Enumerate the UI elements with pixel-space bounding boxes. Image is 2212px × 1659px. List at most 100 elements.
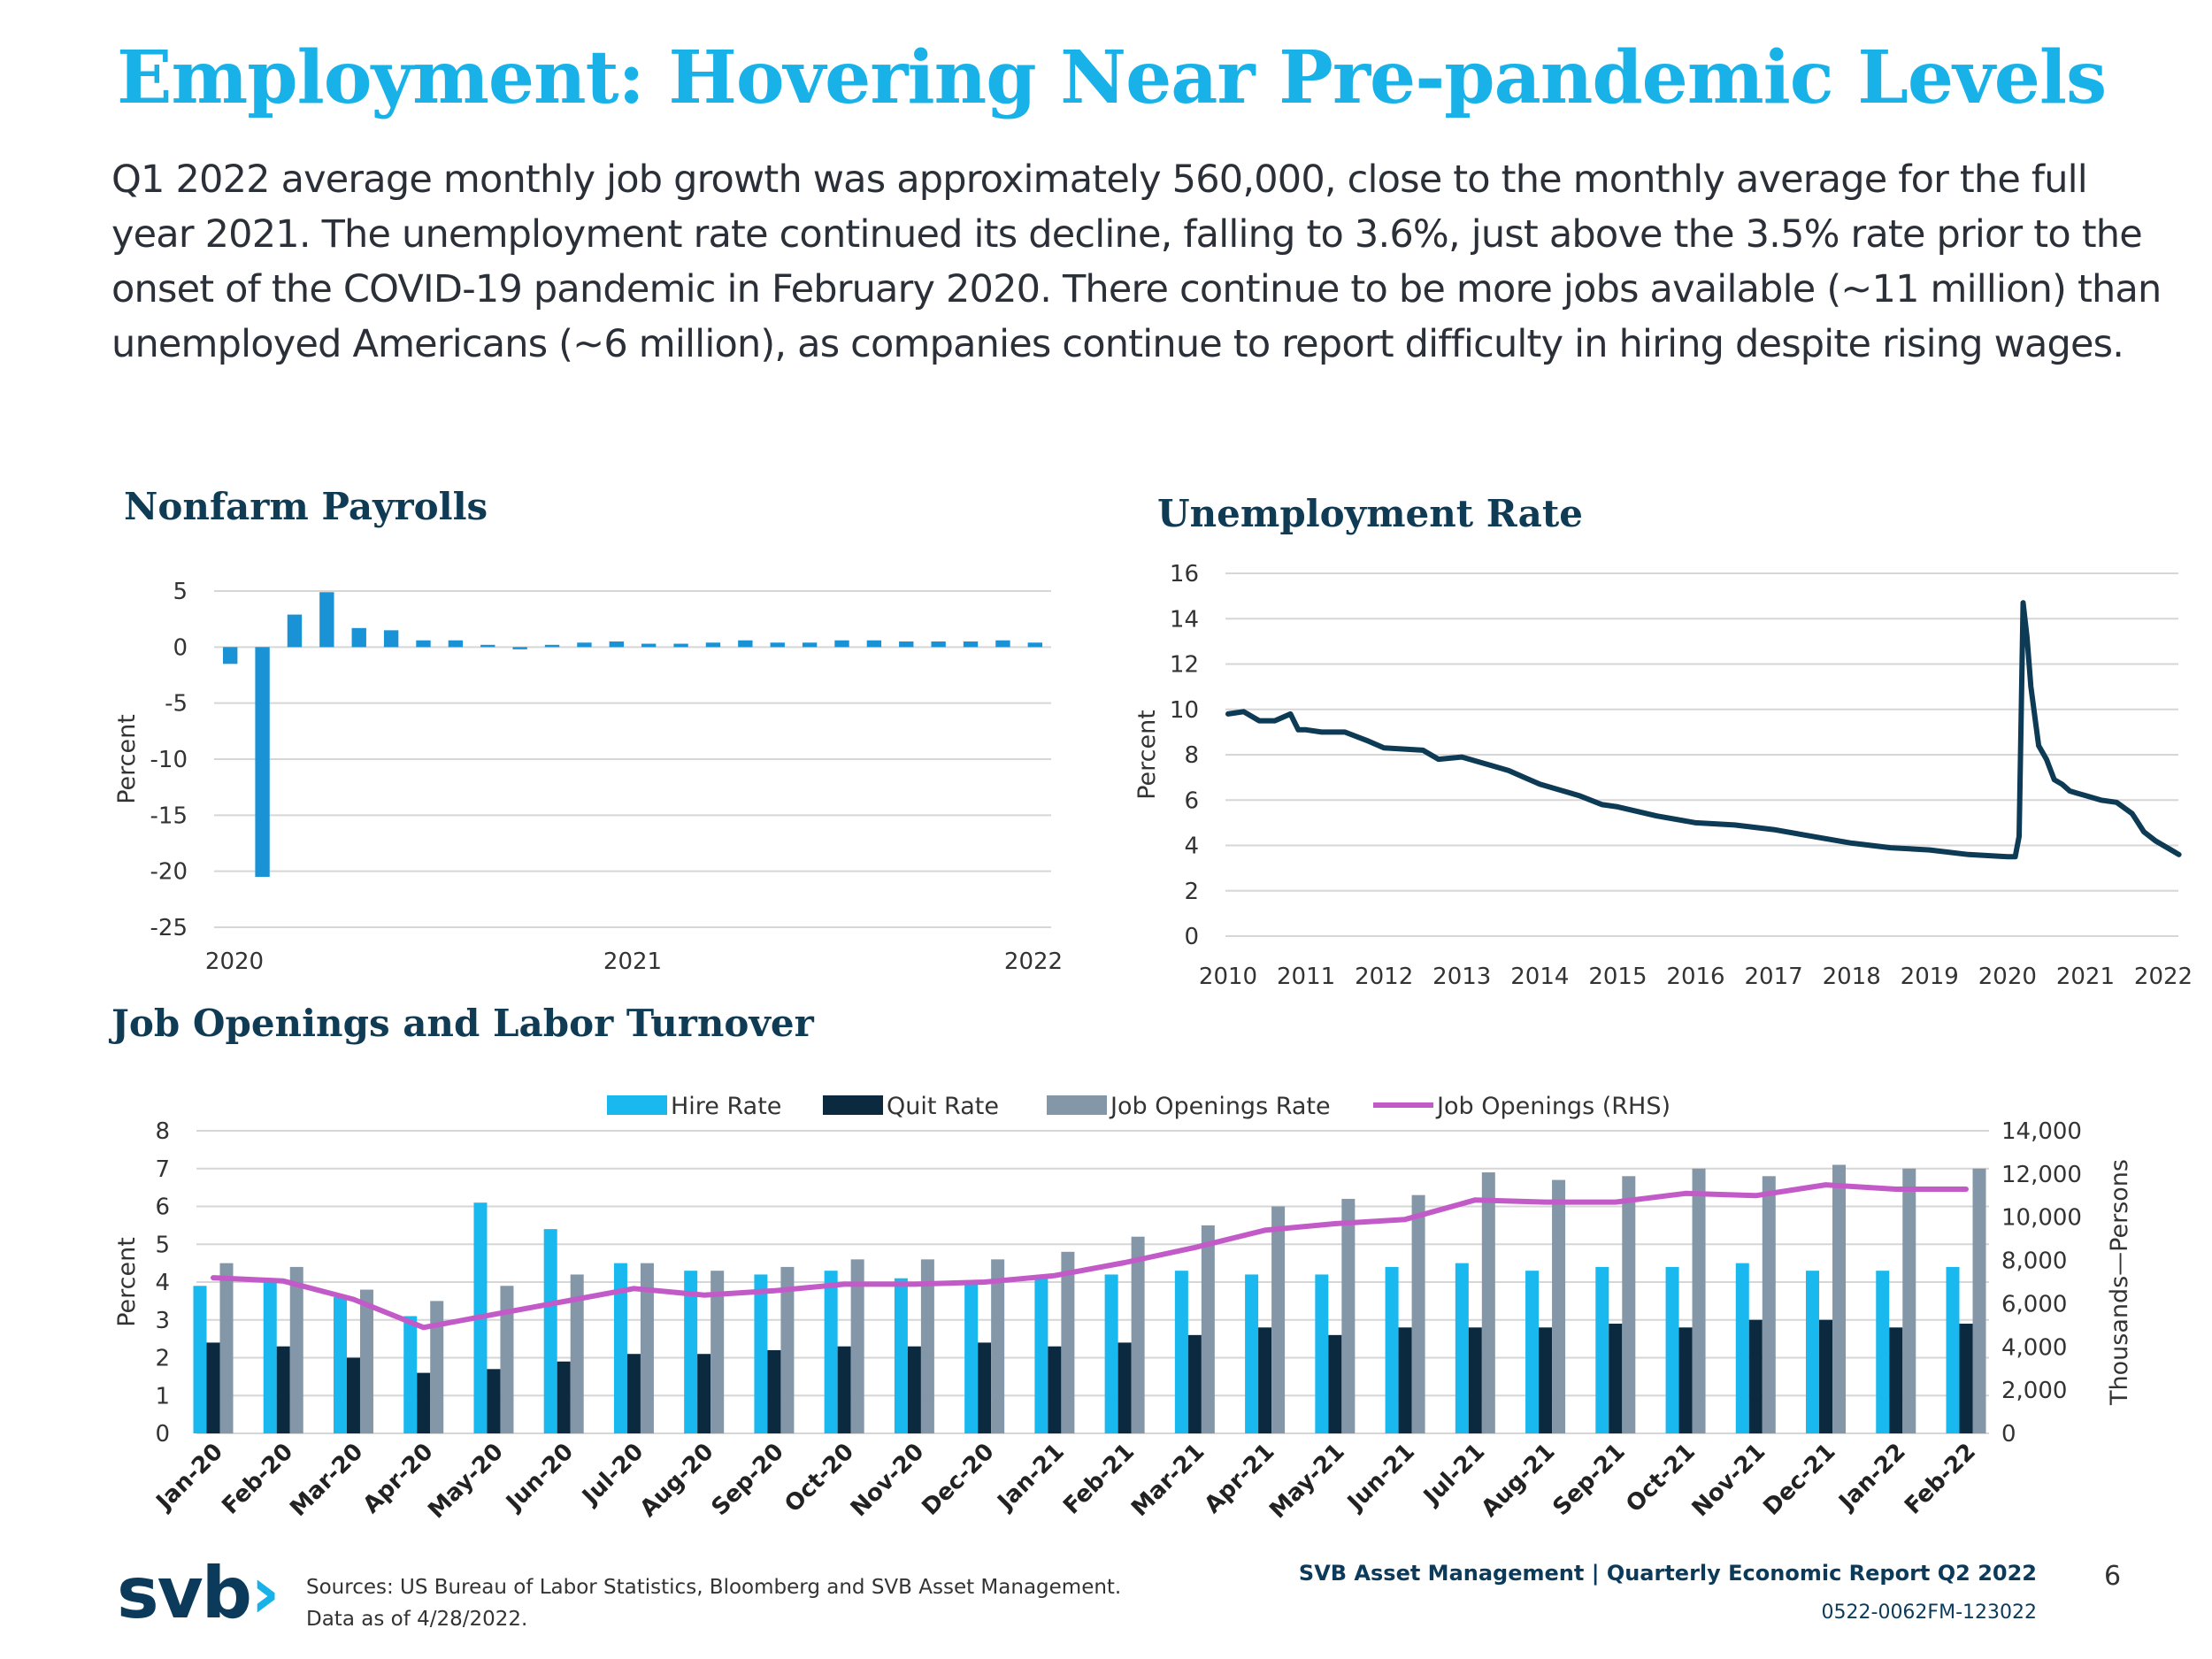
x-tick-label: 2013 <box>1432 964 1491 990</box>
job-openings-rate-bar <box>219 1263 234 1433</box>
quit-rate-bar <box>1398 1327 1412 1433</box>
job-openings-rate-bar <box>1131 1236 1145 1433</box>
y-tick-label: -25 <box>150 915 188 941</box>
y-tick-label: 4 <box>1184 833 1199 860</box>
payroll-bar <box>448 640 464 648</box>
job-openings-rate-bar <box>710 1271 725 1433</box>
job-openings-rate-bar <box>1061 1251 1075 1433</box>
payroll-bar <box>931 641 946 648</box>
x-tick-label: 2012 <box>1355 964 1413 990</box>
x-tick-label: 2021 <box>603 949 662 975</box>
job-openings-rate-bar <box>1622 1176 1636 1433</box>
job-openings-rate-bar <box>1762 1176 1776 1433</box>
hire-rate-bar <box>543 1229 557 1433</box>
y-tick-label: -20 <box>150 859 188 886</box>
job-openings-rate-bar <box>1972 1168 1986 1433</box>
legend-quit-rate-swatch <box>823 1095 883 1115</box>
payroll-bar <box>512 647 527 649</box>
x-tick-label: 2016 <box>1666 964 1724 990</box>
x-tick-label: Jan-22 <box>1833 1439 1911 1517</box>
hire-rate-bar <box>1104 1274 1118 1433</box>
quit-rate-bar <box>626 1354 641 1433</box>
y-tick-label: 10 <box>1170 697 1199 724</box>
y-tick-label: 3 <box>155 1308 170 1334</box>
quit-rate-bar <box>487 1369 501 1433</box>
y-right-tick-label: 0 <box>2001 1421 2016 1448</box>
payroll-bar <box>609 641 624 648</box>
y-right-tick-label: 6,000 <box>2001 1291 2067 1317</box>
hire-rate-bar <box>1385 1266 1399 1433</box>
document-id: 0522-0062FM-123022 <box>1821 1601 2037 1624</box>
jolts-chart-title: Job Openings and Labor Turnover <box>111 1002 814 1045</box>
y-tick-label: 12 <box>1170 652 1199 679</box>
payroll-bar <box>641 643 657 648</box>
y-tick-label: -5 <box>165 691 188 718</box>
payroll-bar <box>802 642 818 648</box>
job-openings-rate-bar <box>1902 1168 1916 1433</box>
x-tick-label: 2021 <box>2056 964 2115 990</box>
unemployment-chart-title: Unemployment Rate <box>1157 492 1583 535</box>
x-tick-label: Dec-20 <box>918 1439 1000 1521</box>
x-tick-label: 2017 <box>1744 964 1802 990</box>
job-openings-rate-bar <box>1481 1172 1495 1433</box>
job-openings-rate-bar <box>640 1263 654 1433</box>
job-openings-rate-bar <box>1552 1179 1566 1433</box>
job-openings-rate-bar <box>1411 1194 1425 1433</box>
job-openings-line <box>211 1182 1969 1331</box>
x-tick-label: Mar-21 <box>1126 1439 1210 1522</box>
jolts-chart: 8 7 6 5 4 3 2 1 0 14,000 12,000 10,000 8,000 6,000 4,0… <box>113 1093 2133 1524</box>
payroll-bar <box>544 644 560 648</box>
y-tick-label: 0 <box>155 1421 170 1448</box>
job-openings-rate-bar <box>920 1259 934 1433</box>
y-right-axis-label: Thousands—Persons <box>2106 1159 2133 1406</box>
hire-rate-bar <box>1174 1271 1188 1433</box>
quit-rate-bar <box>978 1342 992 1433</box>
hire-rate-bar <box>1525 1271 1540 1433</box>
payrolls-chart-title: Nonfarm Payrolls <box>124 485 488 528</box>
hire-rate-bar <box>1665 1266 1679 1433</box>
job-openings-rate-bar <box>500 1286 514 1433</box>
x-tick-label: Nov-20 <box>846 1439 929 1522</box>
y-tick-label: 8 <box>1184 742 1199 769</box>
quit-rate-bar <box>907 1346 921 1433</box>
y-tick-label: 14 <box>1170 606 1199 633</box>
job-openings-rate-bar <box>570 1274 584 1433</box>
x-tick-label: 2020 <box>205 949 264 975</box>
hire-rate-bar <box>1595 1266 1609 1433</box>
y-right-tick-label: 2,000 <box>2001 1378 2067 1404</box>
x-tick-label: Jun-21 <box>1341 1439 1420 1517</box>
job-openings-rate-bar <box>850 1259 864 1433</box>
y-tick-label: 1 <box>155 1383 170 1409</box>
payroll-bar <box>866 640 882 648</box>
quit-rate-bar <box>1118 1342 1132 1433</box>
unemployment-chart: 16 14 12 10 8 6 4 2 0 Percent 2010 2011 2012 2013 2014… <box>1133 561 2193 990</box>
payroll-bar <box>899 641 914 648</box>
payroll-bar <box>834 640 849 648</box>
hire-rate-bar <box>684 1271 698 1433</box>
chevron-right-icon: › <box>250 1551 280 1635</box>
hire-rate-bar <box>1455 1263 1469 1433</box>
y-tick-label: -15 <box>150 803 188 829</box>
hire-rate-bar <box>193 1286 207 1433</box>
job-openings-rate-bar <box>289 1266 303 1433</box>
quit-rate-bar <box>1959 1324 1973 1433</box>
quit-rate-bar <box>346 1357 360 1433</box>
y-axis-label: Percent <box>113 714 141 804</box>
quit-rate-bar <box>1748 1319 1763 1433</box>
payroll-bar <box>738 640 753 648</box>
x-tick-label: Feb-21 <box>1058 1439 1140 1520</box>
y-tick-label: 5 <box>155 1232 170 1258</box>
payroll-bar <box>770 642 785 648</box>
hire-rate-bar <box>754 1274 768 1433</box>
x-tick-label: 2020 <box>1978 964 2037 990</box>
y-right-tick-label: 14,000 <box>2001 1118 2082 1145</box>
x-tick-label: 2019 <box>1901 964 1959 990</box>
job-openings-rate-bar <box>1832 1164 1847 1433</box>
y-right-tick-label: 10,000 <box>2001 1205 2082 1232</box>
quit-rate-bar <box>697 1354 711 1433</box>
x-tick-label: 2011 <box>1277 964 1335 990</box>
quit-rate-bar <box>1048 1346 1062 1433</box>
payroll-bar <box>319 592 334 648</box>
sources-note: Sources: US Bureau of Labor Statistics, … <box>306 1571 1121 1635</box>
